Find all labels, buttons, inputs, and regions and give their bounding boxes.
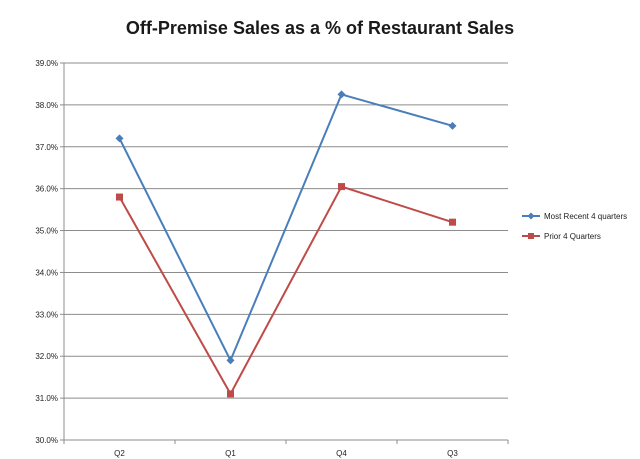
y-tick-label: 32.0% [35, 352, 58, 361]
legend-item-0: Most Recent 4 quarters [522, 212, 627, 221]
y-tick-label: 38.0% [35, 101, 58, 110]
x-tick-label: Q2 [114, 449, 125, 458]
data-point [448, 121, 457, 130]
legend-label: Most Recent 4 quarters [544, 212, 627, 221]
chart-title: Off-Premise Sales as a % of Restaurant S… [125, 18, 515, 38]
legend-label: Prior 4 Quarters [544, 232, 601, 241]
data-point [337, 90, 346, 99]
axes: 30.0% 31.0% 32.0% 33.0% 34.0% 35.0% 36.0% 37.0%… [35, 59, 509, 458]
series-layer [115, 90, 457, 398]
series-0 [115, 90, 457, 365]
y-tick-label: 34.0% [35, 268, 58, 277]
data-point [227, 390, 234, 398]
x-tick-label: Q1 [225, 449, 236, 458]
data-point [449, 218, 456, 226]
data-point [115, 134, 124, 143]
legend-marker [527, 212, 535, 220]
legend-item-1: Prior 4 Quarters [522, 232, 601, 241]
y-tick-label: 36.0% [35, 185, 58, 194]
data-point [338, 183, 345, 191]
y-tick-label: 33.0% [35, 310, 58, 319]
y-tick-label: 31.0% [35, 394, 58, 403]
y-tick-label: 39.0% [35, 59, 58, 68]
data-point [226, 356, 235, 365]
grid-lines [64, 62, 508, 441]
x-tick-label: Q4 [336, 449, 347, 458]
series-1 [116, 183, 456, 398]
y-tick-label: 30.0% [35, 436, 58, 445]
data-point [116, 193, 123, 201]
series-line [118, 93, 453, 362]
x-tick-label: Q3 [447, 449, 458, 458]
y-tick-label: 37.0% [35, 143, 58, 152]
series-line [118, 185, 453, 395]
y-tick-label: 35.0% [35, 227, 58, 236]
legend-marker [528, 233, 534, 239]
legend: Most Recent 4 quarters Prior 4 Quarters [522, 212, 627, 241]
